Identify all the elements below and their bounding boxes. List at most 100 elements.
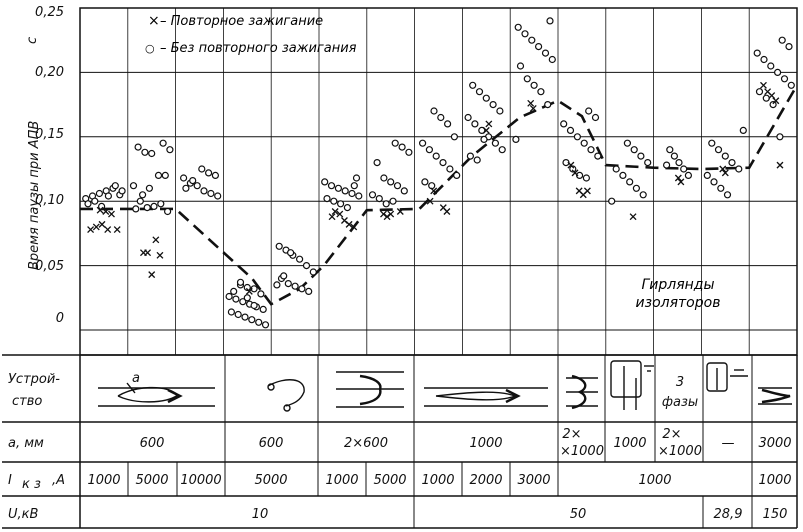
point-no-relight xyxy=(546,17,554,25)
point-no-relight xyxy=(236,278,245,286)
point-no-relight xyxy=(482,94,490,102)
point-relight-stroke xyxy=(340,217,348,224)
point-no-relight xyxy=(446,165,454,173)
point-no-relight xyxy=(145,184,153,192)
point-relight xyxy=(380,210,387,218)
point-no-relight xyxy=(569,165,577,173)
a-value: 2×600 xyxy=(344,436,388,451)
point-no-relight xyxy=(134,143,142,151)
point-no-relight xyxy=(241,313,249,321)
point-relight-stroke xyxy=(98,220,106,228)
point-relight-stroke xyxy=(350,223,358,231)
point-no-relight xyxy=(255,318,263,326)
y-axis: 0,25 0,20 0,15 0,10 0,05 0 с Время паузы… xyxy=(25,5,64,326)
point-no-relight xyxy=(675,159,683,167)
point-relight xyxy=(721,169,729,177)
row-label-ik: I xyxy=(8,473,12,488)
point-no-relight xyxy=(721,152,729,160)
point-no-relight xyxy=(380,174,388,182)
point-no-relight xyxy=(776,133,784,141)
point-no-relight xyxy=(182,184,190,192)
point-no-relight xyxy=(739,126,747,134)
point-no-relight xyxy=(302,262,311,270)
u-value: 10 xyxy=(252,507,269,522)
point-no-relight xyxy=(478,126,486,134)
device-drawing xyxy=(98,360,792,412)
point-relight xyxy=(113,226,121,233)
point-relight-stroke xyxy=(485,120,493,128)
point-relight xyxy=(571,169,579,177)
point-relight xyxy=(350,223,358,231)
point-no-relight xyxy=(753,49,761,57)
point-no-relight xyxy=(375,195,383,203)
point-no-relight xyxy=(778,36,786,44)
point-no-relight xyxy=(464,113,472,122)
point-no-relight xyxy=(398,143,406,151)
u-value: 150 xyxy=(763,507,788,522)
point-no-relight xyxy=(296,255,304,263)
point-relight-stroke xyxy=(760,81,767,89)
point-no-relight xyxy=(250,301,258,310)
a-value: — xyxy=(722,436,735,451)
point-no-relight xyxy=(573,133,582,141)
row-label-u: U,кВ xyxy=(8,507,38,522)
point-no-relight xyxy=(639,191,647,199)
point-relight-stroke xyxy=(336,210,344,218)
ik-value: 1000 xyxy=(87,473,120,488)
point-no-relight xyxy=(437,113,445,122)
device-phases-1: 3 xyxy=(676,375,684,390)
point-no-relight xyxy=(166,146,174,154)
trend-line xyxy=(80,84,799,306)
point-no-relight xyxy=(352,174,361,182)
point-relight xyxy=(383,213,391,221)
row-label-ik-sub: к з xyxy=(22,477,41,492)
point-no-relight xyxy=(141,148,149,156)
ik-value: 1000 xyxy=(421,473,454,488)
point-relight-stroke xyxy=(387,210,395,218)
point-no-relight xyxy=(243,294,251,302)
point-no-relight xyxy=(248,316,256,324)
point-no-relight xyxy=(496,107,504,115)
point-no-relight xyxy=(582,174,591,182)
point-relight xyxy=(674,174,682,182)
point-relight xyxy=(345,220,353,228)
point-relight xyxy=(92,223,100,231)
point-relight-stroke xyxy=(527,99,535,107)
point-no-relight xyxy=(104,192,113,200)
point-no-relight xyxy=(132,205,140,213)
point-relight-stroke xyxy=(144,249,152,257)
point-no-relight xyxy=(428,182,436,190)
point-no-relight xyxy=(773,68,782,77)
point-no-relight xyxy=(419,139,427,147)
point-relight xyxy=(719,165,727,173)
point-no-relight xyxy=(439,159,447,167)
point-no-relight xyxy=(723,191,732,199)
point-no-relight xyxy=(111,182,119,190)
point-no-relight xyxy=(387,178,395,186)
point-no-relight xyxy=(548,55,556,64)
point-no-relight xyxy=(189,177,197,185)
point-no-relight xyxy=(516,62,525,70)
point-relight xyxy=(529,105,537,112)
point-no-relight xyxy=(161,171,169,179)
point-relight xyxy=(245,287,253,295)
point-relight-stroke xyxy=(719,165,727,173)
point-no-relight xyxy=(350,182,358,190)
point-no-relight xyxy=(591,113,600,122)
y-unit: с xyxy=(25,37,40,44)
point-no-relight xyxy=(211,171,219,179)
column-grid xyxy=(127,8,750,355)
point-no-relight xyxy=(150,202,158,210)
point-no-relight xyxy=(259,305,267,313)
point-no-relight xyxy=(341,187,349,195)
point-relight xyxy=(144,249,152,257)
point-relight xyxy=(772,97,780,105)
point-relight xyxy=(583,187,591,195)
point-no-relight xyxy=(355,192,363,200)
device-gap-letter: а xyxy=(132,371,140,386)
point-no-relight xyxy=(91,197,99,205)
point-no-relight xyxy=(193,182,201,190)
point-no-relight xyxy=(666,146,674,154)
point-relight xyxy=(387,210,395,218)
